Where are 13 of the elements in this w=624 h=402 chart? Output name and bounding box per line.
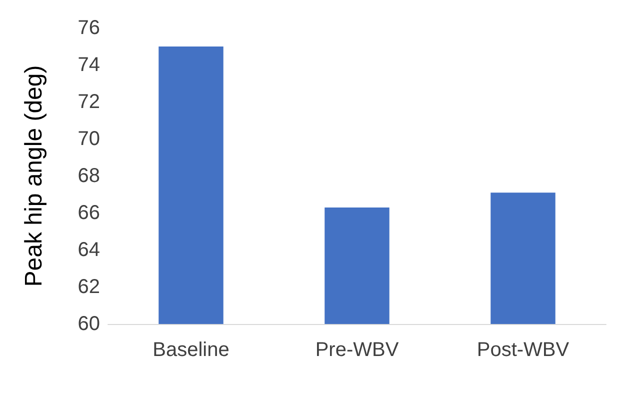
x-tick-label: Baseline: [152, 339, 230, 361]
y-tick-label: 74: [78, 54, 100, 76]
x-tick-label: Pre-WBV: [315, 339, 400, 361]
y-tick-label: 66: [78, 202, 100, 224]
y-tick-label: 60: [78, 313, 100, 335]
y-axis-title: Peak hip angle (deg): [20, 65, 48, 287]
y-tick-label: 64: [78, 239, 100, 261]
y-tick-label: 76: [78, 17, 100, 39]
y-tick-label: 70: [78, 128, 100, 150]
y-tick-label: 62: [78, 276, 100, 298]
y-tick-label: 72: [78, 91, 100, 113]
y-tick-label: 68: [78, 165, 100, 187]
x-tick-label: Post-WBV: [476, 339, 570, 361]
